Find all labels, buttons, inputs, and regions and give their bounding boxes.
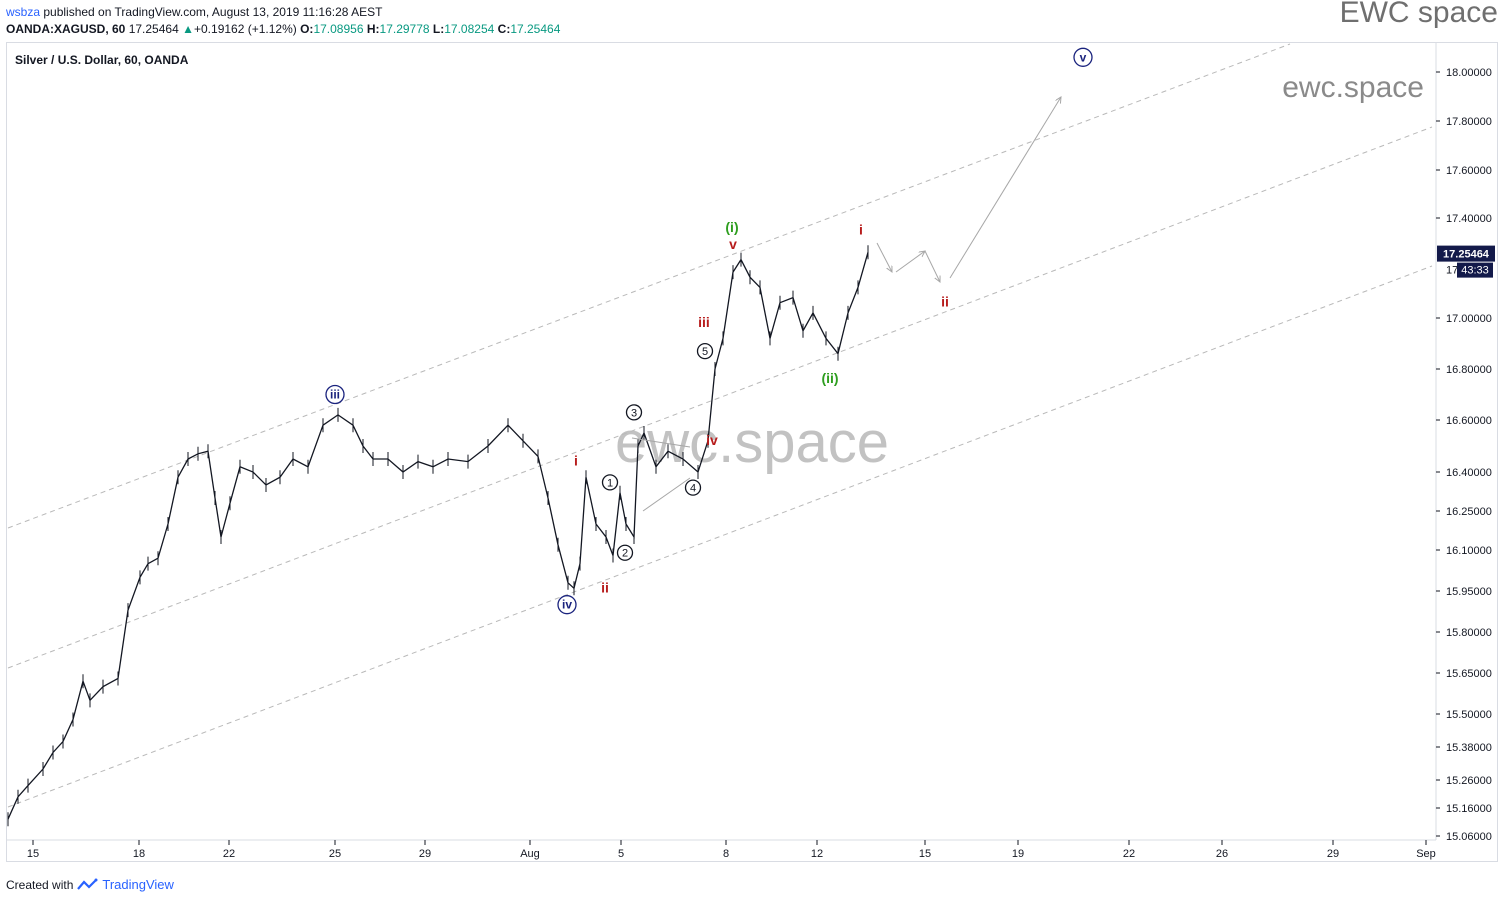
last-price-tag-text: 17.25464 xyxy=(1443,249,1490,261)
publisher-username[interactable]: wsbza xyxy=(6,5,41,19)
y-tick-label: 16.25000 xyxy=(1446,506,1492,518)
x-tick-label: 22 xyxy=(223,848,235,860)
y-tick-label: 16.60000 xyxy=(1446,415,1492,427)
last-price-tag xyxy=(1437,245,1495,262)
triangle-line-upper xyxy=(631,437,691,448)
x-tick-label: Sep xyxy=(1416,848,1436,860)
x-tick-label: 5 xyxy=(618,848,624,860)
watermark-ewc-space-small: ewc.space xyxy=(1282,71,1424,104)
publish-info: wsbza published on TradingView.com, Augu… xyxy=(6,5,382,19)
countdown-tag-text: 43:33 xyxy=(1461,265,1489,277)
wave-label: iii xyxy=(330,388,340,402)
y-tick-label: 15.50000 xyxy=(1446,709,1492,721)
y-tick-label: 17.40000 xyxy=(1446,213,1492,225)
projection-arrow-4 xyxy=(949,97,1061,279)
wave-label: iv xyxy=(706,432,718,448)
change-value: +0.19162 (+1.12%) xyxy=(194,22,297,36)
x-tick-label: 22 xyxy=(1123,848,1135,860)
wave-label: iv xyxy=(562,598,572,612)
wave-label: 1 xyxy=(607,477,613,489)
brand-watermark-top: EWC space xyxy=(1339,0,1498,29)
symbol-ohlc-bar: OANDA:XAGUSD, 60 17.25464 ▲+0.19162 (+1.… xyxy=(6,22,560,36)
x-tick-label: 19 xyxy=(1012,848,1024,860)
x-tick-label: 8 xyxy=(723,848,729,860)
wave-label: i xyxy=(859,221,863,237)
y-tick-label: 16.40000 xyxy=(1446,467,1492,479)
wave-label: v xyxy=(729,236,737,252)
projection-arrow-2 xyxy=(895,251,925,273)
y-tick-label: 15.65000 xyxy=(1446,668,1492,680)
x-tick-label: 26 xyxy=(1216,848,1228,860)
y-tick-label: 15.38000 xyxy=(1446,742,1492,754)
footer: Created with TradingView xyxy=(6,877,174,892)
wave-label-circle xyxy=(625,404,643,421)
created-with-text: Created with xyxy=(6,877,74,892)
wave-label: ii xyxy=(601,579,609,595)
projection-arrow-1 xyxy=(876,242,892,272)
x-tick-label: 15 xyxy=(919,848,931,860)
chart-frame xyxy=(6,42,1498,862)
wave-label: 5 xyxy=(702,346,708,358)
wave-label: ii xyxy=(941,294,949,310)
partial-price-label: 17 xyxy=(1446,265,1458,277)
open-label: O: xyxy=(300,22,314,36)
y-tick-label: 16.80000 xyxy=(1446,364,1492,376)
wave-label: (ii) xyxy=(821,370,838,386)
wave-label: 4 xyxy=(690,483,696,495)
wave-label: v xyxy=(1080,50,1087,64)
close-value: 17.25464 xyxy=(510,22,561,36)
triangle-line-lower xyxy=(642,477,691,512)
wave-label: 3 xyxy=(631,407,637,419)
y-tick-label: 15.95000 xyxy=(1446,586,1492,598)
last-price: 17.25464 xyxy=(128,22,179,36)
projection-arrow-3 xyxy=(924,250,940,282)
low-label: L: xyxy=(432,22,445,36)
wave-label: iii xyxy=(698,314,710,330)
x-tick-label: 29 xyxy=(1327,848,1339,860)
x-tick-label: 29 xyxy=(419,848,431,860)
chart-title: Silver / U.S. Dollar, 60, OANDA xyxy=(15,53,189,67)
x-tick-label: 25 xyxy=(329,848,341,860)
wave-label-circle xyxy=(696,342,714,360)
y-tick-label: 15.80000 xyxy=(1446,627,1492,639)
close-label: C: xyxy=(497,22,511,36)
open-value: 17.08956 xyxy=(313,22,364,36)
low-value: 17.08254 xyxy=(444,22,495,36)
tradingview-link[interactable]: TradingView xyxy=(102,877,174,892)
x-tick-label: Aug xyxy=(520,848,540,860)
channel-line-3 xyxy=(7,265,1433,808)
x-tick-label: 12 xyxy=(811,848,823,860)
y-tick-label: 15.16000 xyxy=(1446,803,1492,815)
price-series-line xyxy=(7,252,869,820)
channel-line-1 xyxy=(7,43,1291,529)
tradingview-logo-icon xyxy=(77,878,98,890)
symbol-label: OANDA:XAGUSD, 60 xyxy=(6,22,126,36)
y-tick-label: 17.60000 xyxy=(1446,165,1492,177)
y-tick-label: 18.00000 xyxy=(1446,67,1492,79)
wave-label-circle xyxy=(684,479,702,496)
wave-label-circle xyxy=(616,544,634,561)
wave-label-circle xyxy=(601,474,619,491)
wave-label-circle xyxy=(557,595,577,615)
high-label: H: xyxy=(366,22,380,36)
wave-label: (i) xyxy=(725,219,738,235)
wave-label-circle xyxy=(325,384,345,405)
channel-line-2 xyxy=(7,126,1433,669)
x-tick-label: 15 xyxy=(27,848,39,860)
up-arrow-icon: ▲ xyxy=(182,22,194,36)
y-tick-label: 17.80000 xyxy=(1446,116,1492,128)
wave-label: 2 xyxy=(622,548,628,560)
y-tick-label: 15.26000 xyxy=(1446,775,1492,787)
countdown-tag xyxy=(1457,262,1493,278)
y-tick-label: 15.06000 xyxy=(1446,831,1492,843)
y-tick-label: 16.10000 xyxy=(1446,545,1492,557)
wave-label-circle xyxy=(1073,47,1093,67)
high-value: 17.29778 xyxy=(379,22,430,36)
published-text: published on TradingView.com, August 13,… xyxy=(40,5,383,19)
wave-label: i xyxy=(574,453,578,469)
x-tick-label: 18 xyxy=(133,848,145,860)
y-tick-label: 17.00000 xyxy=(1446,313,1492,325)
